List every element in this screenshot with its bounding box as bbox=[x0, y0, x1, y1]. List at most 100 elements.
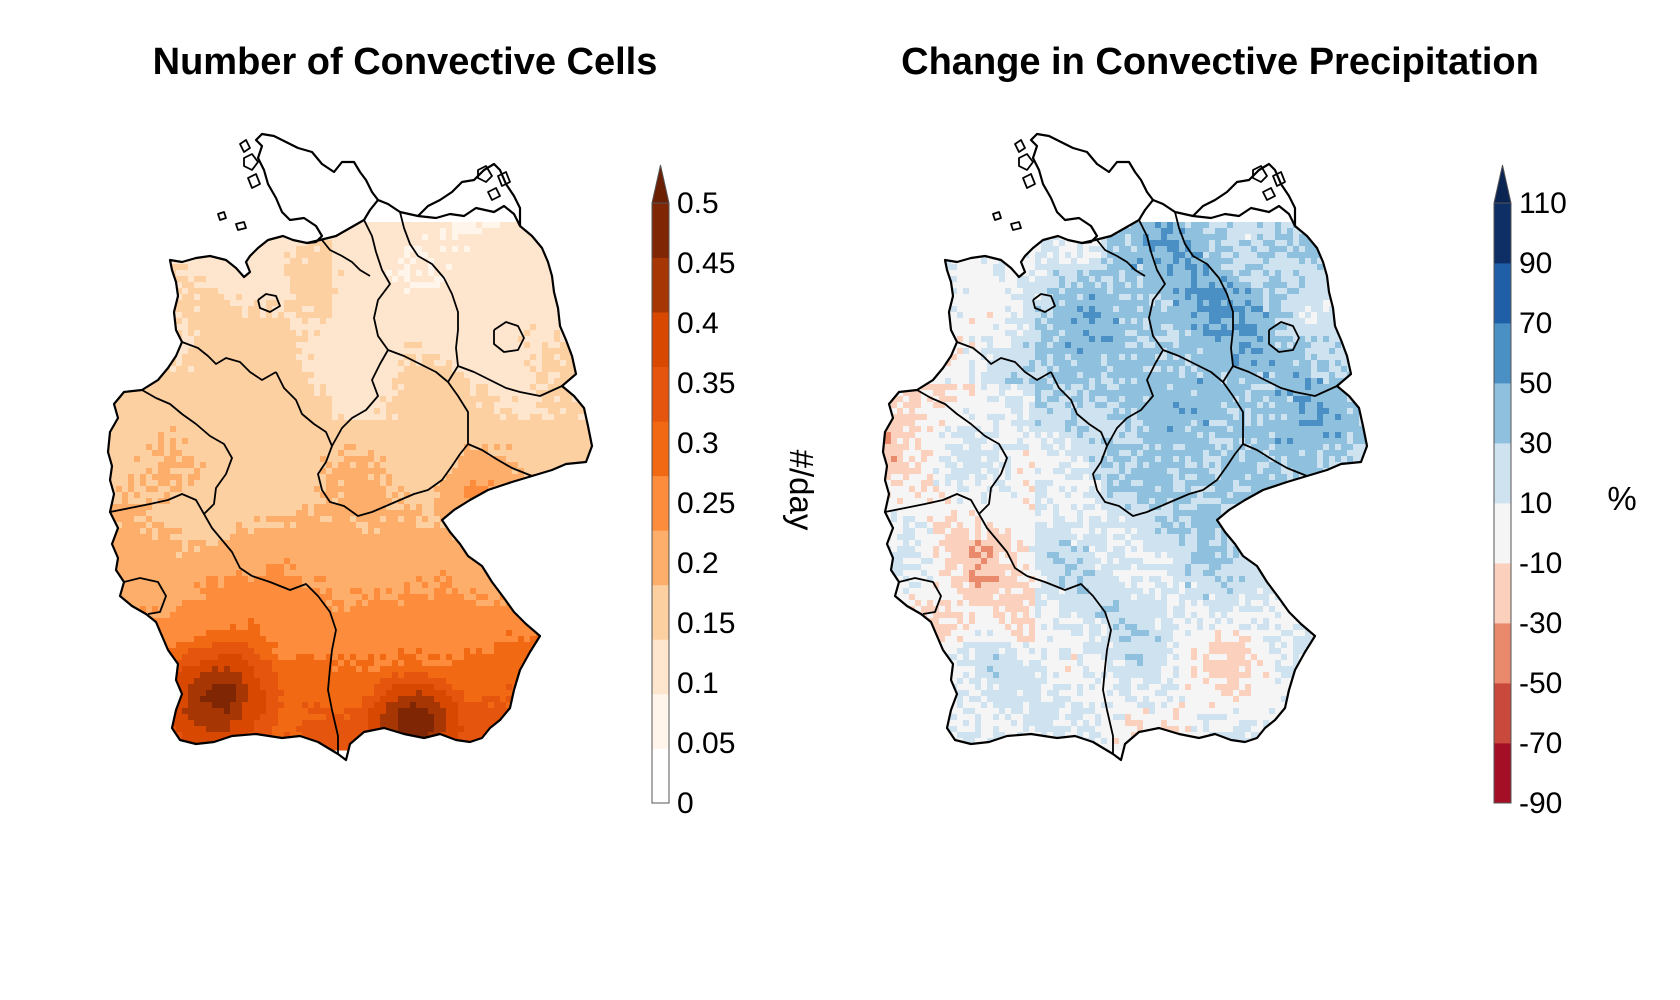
raster-cell bbox=[560, 276, 567, 283]
raster-cell bbox=[224, 522, 231, 529]
raster-cell bbox=[536, 486, 543, 493]
raster-cell bbox=[572, 402, 579, 409]
raster-cell bbox=[464, 402, 471, 409]
raster-cell bbox=[308, 558, 315, 565]
raster-cell bbox=[108, 420, 111, 427]
raster-cell bbox=[254, 534, 261, 541]
raster-cell bbox=[200, 396, 207, 403]
raster-cell bbox=[416, 450, 423, 457]
raster-cell bbox=[194, 402, 201, 409]
raster-cell bbox=[488, 306, 495, 313]
raster-cell bbox=[212, 438, 219, 445]
raster-cell bbox=[530, 330, 537, 337]
raster-cell bbox=[548, 432, 555, 439]
raster-cell bbox=[506, 384, 513, 391]
raster-cell bbox=[476, 408, 483, 415]
raster-cell bbox=[218, 450, 225, 457]
raster-cell bbox=[578, 366, 585, 373]
raster-cell bbox=[134, 276, 141, 283]
raster-cell bbox=[320, 312, 327, 319]
raster-cell bbox=[236, 240, 243, 247]
raster-cell bbox=[152, 342, 159, 349]
raster-cell bbox=[422, 456, 429, 463]
raster-cell bbox=[488, 372, 495, 379]
raster-cell bbox=[398, 528, 405, 535]
raster-cell bbox=[122, 468, 129, 475]
raster-cell bbox=[392, 390, 399, 397]
raster-cell bbox=[464, 282, 471, 289]
raster-cell bbox=[368, 474, 375, 481]
raster-cell bbox=[380, 534, 387, 541]
raster-cell bbox=[368, 312, 375, 319]
raster-cell bbox=[194, 366, 201, 373]
raster-cell bbox=[296, 540, 303, 547]
raster-cell bbox=[362, 444, 369, 451]
raster-cell bbox=[332, 480, 339, 487]
raster-cell bbox=[296, 348, 303, 355]
raster-cell bbox=[338, 522, 345, 529]
raster-cell bbox=[182, 426, 189, 433]
raster-cell bbox=[470, 294, 477, 301]
raster-cell bbox=[206, 486, 213, 493]
raster-cell bbox=[314, 414, 321, 421]
raster-cell bbox=[182, 468, 189, 475]
raster-cell bbox=[392, 444, 399, 451]
raster-cell bbox=[284, 336, 291, 343]
raster-cell bbox=[428, 282, 435, 289]
raster-cell bbox=[302, 408, 309, 415]
raster-cell bbox=[326, 276, 333, 283]
raster-cell bbox=[542, 474, 549, 481]
raster-cell bbox=[542, 492, 549, 499]
raster-cell bbox=[512, 450, 519, 457]
raster-cell bbox=[572, 480, 579, 487]
raster-cell bbox=[560, 336, 567, 343]
raster-cell bbox=[584, 438, 591, 445]
raster-cell bbox=[242, 432, 249, 439]
raster-cell bbox=[458, 528, 465, 535]
raster-cell bbox=[386, 384, 393, 391]
raster-cell bbox=[374, 528, 381, 535]
raster-cell bbox=[278, 528, 285, 535]
raster-cell bbox=[224, 444, 231, 451]
raster-cell bbox=[224, 576, 231, 583]
raster-cell bbox=[140, 474, 147, 481]
raster-cell bbox=[278, 288, 285, 295]
raster-cell bbox=[482, 282, 489, 289]
raster-cell bbox=[284, 480, 291, 487]
raster-cell bbox=[242, 312, 249, 319]
raster-cell bbox=[326, 336, 333, 343]
raster-cell bbox=[446, 312, 453, 319]
raster-cell bbox=[560, 402, 567, 409]
raster-cell bbox=[108, 258, 111, 265]
raster-cell bbox=[572, 408, 579, 415]
raster-cell bbox=[260, 390, 267, 397]
raster-cell bbox=[440, 396, 447, 403]
raster-cell bbox=[440, 408, 447, 415]
raster-cell bbox=[176, 462, 183, 469]
raster-cell bbox=[296, 486, 303, 493]
raster-cell bbox=[194, 372, 201, 379]
raster-cell bbox=[398, 426, 405, 433]
raster-cell bbox=[110, 306, 117, 313]
raster-cell bbox=[500, 258, 507, 265]
raster-cell bbox=[386, 240, 393, 247]
raster-cell bbox=[518, 318, 525, 325]
raster-cell bbox=[146, 498, 153, 505]
raster-cell bbox=[344, 426, 351, 433]
raster-cell bbox=[488, 432, 495, 439]
raster-cell bbox=[410, 360, 417, 367]
raster-cell bbox=[398, 570, 405, 577]
raster-cell bbox=[362, 396, 369, 403]
raster-cell bbox=[452, 384, 459, 391]
raster-cell bbox=[140, 546, 147, 553]
raster-cell bbox=[236, 402, 243, 409]
raster-cell bbox=[416, 552, 423, 559]
raster-cell bbox=[584, 312, 591, 319]
raster-cell bbox=[422, 288, 429, 295]
raster-cell bbox=[398, 402, 405, 409]
raster-cell bbox=[212, 324, 219, 331]
raster-cell bbox=[470, 456, 477, 463]
raster-cell bbox=[338, 534, 345, 541]
raster-cell bbox=[108, 408, 111, 415]
raster-cell bbox=[272, 336, 279, 343]
